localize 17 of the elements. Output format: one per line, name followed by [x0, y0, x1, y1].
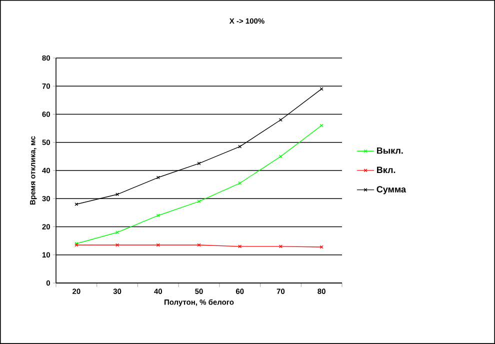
- point: [238, 144, 242, 148]
- point: [156, 243, 160, 247]
- point: [278, 118, 282, 122]
- point: [278, 244, 282, 248]
- point: [116, 230, 120, 234]
- point: [278, 154, 282, 158]
- legend-label: Вкл.: [377, 166, 396, 174]
- point: [156, 214, 160, 218]
- legend-label: Сумма: [376, 186, 406, 194]
- legend-label: Выкл.: [377, 147, 403, 154]
- point: [116, 243, 120, 247]
- point: [197, 243, 201, 247]
- point: [197, 200, 201, 204]
- point: [197, 162, 201, 166]
- point: [238, 244, 242, 248]
- point: [116, 192, 120, 196]
- point: [156, 176, 160, 180]
